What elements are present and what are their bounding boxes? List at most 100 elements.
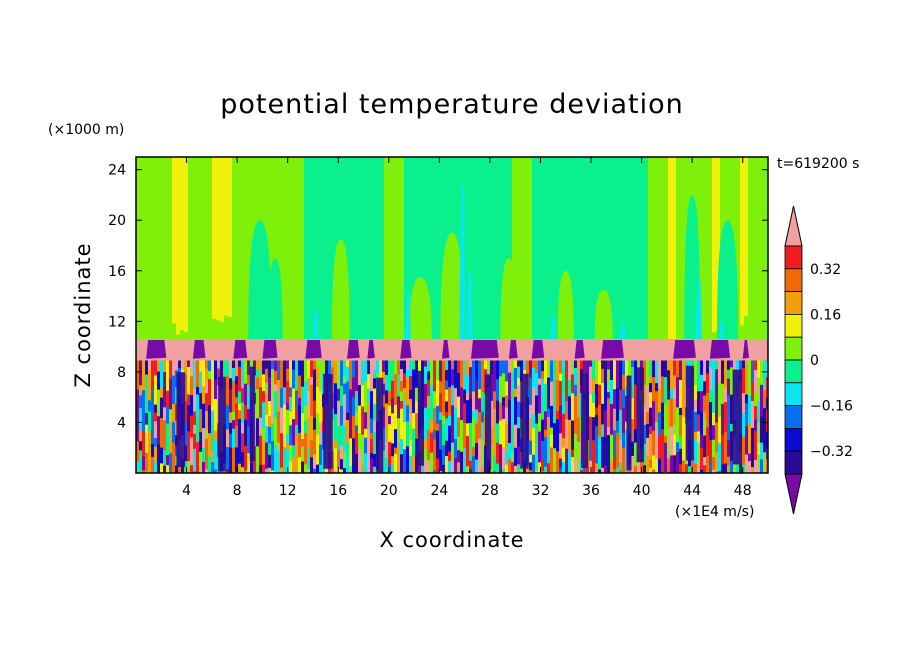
heatmap-cell xyxy=(145,360,149,376)
heatmap-cell xyxy=(292,445,296,458)
heatmap-cell xyxy=(607,392,611,399)
heatmap-cell xyxy=(241,388,245,403)
heatmap-cell xyxy=(703,381,707,396)
heatmap-cell xyxy=(607,360,611,370)
heatmap-cell xyxy=(370,391,374,419)
heatmap-cell xyxy=(739,464,743,473)
heatmap-cell xyxy=(697,442,701,462)
heatmap-cell xyxy=(379,367,383,385)
heatmap-cell xyxy=(205,411,209,430)
heatmap-cell xyxy=(265,368,269,384)
heatmap-cell xyxy=(358,448,362,473)
heatmap-cell xyxy=(676,452,680,473)
heatmap-cell xyxy=(418,464,422,473)
heatmap-cell xyxy=(310,440,314,458)
heatmap-cell xyxy=(292,360,296,371)
heatmap-cell xyxy=(328,157,333,342)
heatmap-cell xyxy=(679,435,683,450)
heatmap-cell xyxy=(706,417,710,428)
heatmap-cell xyxy=(715,369,719,394)
heatmap-cell xyxy=(673,340,696,359)
heatmap-cell xyxy=(436,423,440,432)
heatmap-cell xyxy=(616,360,620,389)
heatmap-cell xyxy=(313,400,317,419)
heatmap-cell xyxy=(721,464,725,473)
heatmap-cell xyxy=(343,375,347,385)
heatmap-cell xyxy=(508,157,513,342)
heatmap-cell xyxy=(643,360,647,385)
heatmap-cell xyxy=(175,465,179,473)
heatmap-cell xyxy=(226,376,230,406)
heatmap-cell xyxy=(628,157,633,342)
colorbar-tick-label: 0 xyxy=(810,353,819,369)
heatmap-cell xyxy=(529,360,533,379)
heatmap-cell xyxy=(553,360,557,382)
heatmap-cell xyxy=(356,157,361,342)
heatmap-cell xyxy=(751,382,755,402)
heatmap-cell xyxy=(547,360,551,378)
heatmap-cell xyxy=(466,466,470,473)
heatmap-cell xyxy=(544,157,549,342)
heatmap-cell xyxy=(430,393,434,421)
heatmap-cell xyxy=(550,427,554,435)
heatmap-cell xyxy=(373,404,377,421)
heatmap-cell xyxy=(670,455,674,473)
heatmap-cell xyxy=(280,360,284,389)
heatmap-cell xyxy=(646,360,650,387)
heatmap-cell xyxy=(152,157,157,342)
heatmap-cell xyxy=(676,407,680,425)
heatmap-cell xyxy=(184,157,189,333)
heatmap-cell xyxy=(301,360,305,388)
heatmap-cell xyxy=(232,456,236,473)
heatmap-cell xyxy=(391,443,395,457)
heatmap-cell xyxy=(178,360,182,369)
heatmap-cell xyxy=(634,384,638,405)
heatmap-cell xyxy=(703,417,707,436)
heatmap-cell xyxy=(736,458,740,473)
heatmap-cell xyxy=(682,416,686,449)
heatmap-cell xyxy=(604,465,608,473)
heatmap-cell xyxy=(349,397,353,407)
heatmap-cell xyxy=(472,360,476,392)
heatmap-cell xyxy=(712,412,716,426)
heatmap-cell xyxy=(262,464,266,473)
heatmap-cell xyxy=(240,157,245,342)
heatmap-cell xyxy=(151,443,155,458)
heatmap-cell xyxy=(667,427,671,459)
heatmap-cell xyxy=(672,157,677,341)
heatmap-cell xyxy=(298,375,302,399)
heatmap-cell xyxy=(574,433,578,459)
heatmap-cell xyxy=(340,360,344,373)
heatmap-cell xyxy=(676,442,680,453)
heatmap-cell xyxy=(748,453,752,462)
heatmap-cell xyxy=(433,439,437,471)
heatmap-cell xyxy=(163,407,167,421)
heatmap-cell xyxy=(382,383,386,396)
heatmap-cell xyxy=(310,384,314,417)
heatmap-cell xyxy=(193,360,197,390)
heatmap-cell xyxy=(232,360,236,369)
heatmap-cell xyxy=(400,157,405,342)
heatmap-cell xyxy=(505,423,509,452)
heatmap-cell xyxy=(724,360,728,389)
heatmap-cell xyxy=(397,442,401,454)
heatmap-cell xyxy=(451,442,455,462)
heatmap-cell xyxy=(388,360,392,392)
heatmap-cell xyxy=(274,391,278,419)
heatmap-cell xyxy=(403,449,407,473)
heatmap-cell xyxy=(679,380,683,409)
heatmap-cell xyxy=(712,360,716,393)
heatmap-cell xyxy=(505,381,509,397)
heatmap-cell xyxy=(697,461,701,473)
colorbar-swatch xyxy=(784,313,803,338)
colorbar-swatch xyxy=(784,291,803,315)
heatmap-cell xyxy=(457,396,461,418)
heatmap-cell xyxy=(151,456,155,473)
heatmap-cell xyxy=(265,382,269,394)
heatmap-cell xyxy=(184,422,188,446)
colorbar-tick-label: 0.16 xyxy=(810,307,841,323)
heatmap-cell xyxy=(208,378,212,406)
heatmap-cell xyxy=(361,406,365,436)
heatmap-cell xyxy=(295,453,299,472)
heatmap-cell xyxy=(548,157,553,342)
